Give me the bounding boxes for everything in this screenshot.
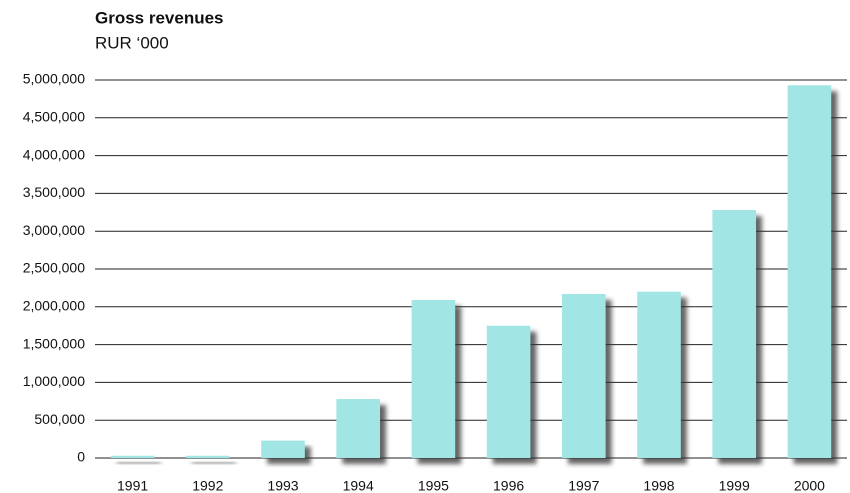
chart-title: Gross revenues: [95, 8, 224, 27]
bar-shadow: [191, 461, 236, 464]
x-tick-label: 1991: [117, 478, 148, 493]
y-tick-label: 500,000: [34, 411, 85, 427]
bar: [561, 293, 606, 458]
y-tick-label: 3,000,000: [23, 222, 85, 238]
x-tick-label: 1995: [418, 478, 449, 493]
bar: [486, 325, 531, 458]
bar: [637, 291, 681, 458]
bar: [712, 210, 757, 458]
x-tick-label: 1998: [643, 478, 674, 493]
y-tick-label: 5,000,000: [23, 71, 85, 87]
y-tick-label: 2,500,000: [23, 260, 85, 276]
bar: [336, 399, 381, 458]
bar: [110, 455, 155, 458]
x-tick-label: 1992: [192, 478, 223, 493]
x-tick-label: 1994: [343, 478, 374, 493]
x-tick-label: 1999: [719, 478, 750, 493]
bar-shadow: [116, 461, 161, 464]
y-tick-label: 4,000,000: [23, 146, 85, 162]
x-tick-label: 1996: [493, 478, 524, 493]
y-tick-label: 4,500,000: [23, 109, 85, 125]
x-tick-label: 1993: [267, 478, 298, 493]
chart-subtitle: RUR ‘000: [95, 33, 169, 52]
y-tick-label: 0: [77, 449, 85, 465]
y-tick-label: 3,500,000: [23, 184, 85, 200]
x-tick-label: 2000: [794, 478, 825, 493]
y-tick-label: 1,000,000: [23, 373, 85, 389]
y-tick-label: 2,000,000: [23, 298, 85, 314]
bar: [261, 440, 305, 458]
y-tick-label: 1,500,000: [23, 335, 85, 351]
bar: [185, 455, 230, 458]
bar: [411, 299, 456, 458]
x-tick-label: 1997: [568, 478, 599, 493]
bar: [787, 85, 832, 459]
